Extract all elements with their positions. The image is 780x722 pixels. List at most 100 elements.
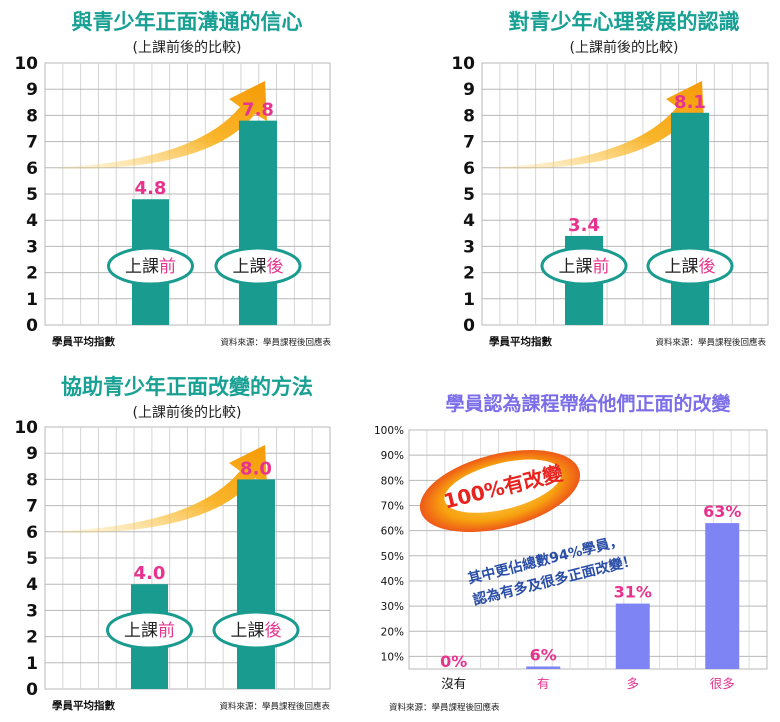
y-tick-label: 2 (463, 264, 475, 284)
y-tick-label: 3 (26, 601, 38, 621)
y-tick-label: 6 (463, 159, 475, 179)
y-tick-label: 10% (381, 651, 404, 663)
y-tick-label: 10 (451, 54, 475, 74)
y-tick-label: 6 (26, 523, 38, 543)
source-note: 資料來源：學員課程後回應表 (219, 701, 330, 712)
category-label: 上課前 (559, 257, 610, 277)
source-note: 資料來源：學員課程後回應表 (220, 337, 331, 348)
category-oval (214, 246, 302, 286)
category-label: 上課後 (231, 621, 282, 641)
y-tick-label: 90% (381, 450, 404, 462)
x-axis-label: 學員平均指數 (489, 335, 552, 348)
y-tick-label: 7 (26, 133, 38, 153)
y-tick-label: 8 (26, 106, 38, 126)
bar (526, 666, 561, 669)
chart-subtitle: (上課前後的比較) (570, 39, 679, 56)
category-label-prefix: 上課 (665, 257, 699, 277)
bar-value-label: 63% (703, 502, 741, 521)
category-label: 上課後 (233, 257, 284, 277)
x-axis-label: 學員平均指數 (52, 335, 115, 348)
rising-arrow-icon (496, 81, 704, 170)
bar (671, 112, 709, 325)
y-tick-label: 100% (374, 425, 404, 437)
x-tick-label: 沒有 (441, 676, 466, 691)
bar-value-label: 4.0 (134, 563, 166, 584)
y-tick-label: 40% (381, 576, 404, 588)
category-label-suffix: 前 (593, 257, 610, 277)
y-tick-label: 5 (26, 185, 38, 205)
category-oval (106, 610, 193, 650)
bar-value-label: 4.8 (135, 178, 167, 199)
category-oval (107, 246, 194, 286)
badge: 100%有改變 (419, 449, 581, 533)
chart-title: 與青少年正面溝通的信心 (72, 10, 303, 34)
y-tick-label: 1 (463, 290, 475, 310)
y-tick-label: 2 (26, 628, 38, 648)
y-tick-label: 4 (26, 575, 38, 595)
y-tick-label: 3 (26, 237, 38, 257)
y-tick-label: 10 (14, 54, 38, 74)
category-label-suffix: 前 (159, 257, 176, 277)
chart-3: 協助青少年正面改變的方法(上課前後的比較)0123456789104.0上課前8… (14, 375, 331, 712)
category-label-prefix: 上課 (233, 257, 267, 277)
y-tick-label: 30% (381, 601, 404, 613)
category-label: 上課前 (124, 621, 175, 641)
bar-value-label: 31% (614, 583, 652, 602)
bar (615, 603, 650, 669)
category-label: 上課後 (665, 257, 716, 277)
category-label-prefix: 上課 (559, 257, 593, 277)
y-tick-label: 2 (26, 264, 38, 284)
category-label-suffix: 後 (699, 257, 716, 277)
chart-subtitle: (上課前後的比較) (133, 404, 242, 421)
category-label-prefix: 上課 (125, 257, 159, 277)
chart-1: 與青少年正面溝通的信心(上課前後的比較)0123456789104.8上課前7.… (14, 10, 331, 348)
chart-4: 學員認為課程帶給他們正面的改變 10% 20% 30% 40% 50% 60% 70% 80% 9… (374, 392, 768, 713)
y-tick-label: 0 (26, 680, 38, 700)
y-tick-label: 8 (463, 106, 475, 126)
chart-title: 學員認為課程帶給他們正面的改變 (445, 392, 731, 415)
y-tick-label: 0 (463, 316, 475, 336)
category-label-suffix: 前 (158, 621, 175, 641)
category-label-suffix: 後 (267, 257, 284, 277)
bar (239, 120, 277, 325)
y-tick-label: 10 (14, 418, 38, 438)
x-axis-label: 學員平均指數 (52, 699, 115, 712)
rising-arrow-icon (59, 445, 267, 534)
badge-inner (444, 459, 562, 513)
category-oval (540, 246, 628, 286)
source-note: 資料來源：學員課程後回應表 (389, 702, 500, 713)
y-tick-label: 1 (26, 290, 38, 310)
chart-title: 對青少年心理發展的認識 (509, 10, 740, 34)
source-note: 資料來源：學員課程後回應表 (655, 337, 766, 348)
rising-arrow-icon (59, 81, 267, 170)
y-tick-label: 80% (381, 475, 404, 487)
y-tick-label: 9 (26, 80, 38, 100)
category-label-prefix: 上課 (231, 621, 265, 641)
y-tick-label: 20% (381, 626, 404, 638)
bar-value-label: 0% (440, 652, 467, 671)
y-tick-label: 4 (26, 211, 38, 231)
category-oval (646, 246, 734, 286)
chart-subtitle: (上課前後的比較) (133, 39, 242, 56)
y-tick-label: 6 (26, 159, 38, 179)
y-tick-label: 7 (26, 497, 38, 517)
y-tick-label: 4 (463, 211, 475, 231)
y-tick-label: 5 (463, 185, 475, 205)
x-tick-label: 多 (626, 676, 639, 691)
bar-value-label: 8.0 (240, 458, 272, 479)
y-tick-label: 8 (26, 470, 38, 490)
bar-value-label: 6% (530, 645, 557, 664)
y-tick-label: 7 (463, 133, 475, 153)
y-tick-label: 9 (463, 80, 475, 100)
category-label-suffix: 後 (265, 621, 282, 641)
y-tick-label: 60% (381, 526, 404, 538)
x-tick-label: 有 (537, 676, 550, 691)
bar (237, 479, 275, 689)
category-oval (212, 610, 300, 650)
bar-value-label: 8.1 (674, 92, 706, 113)
bar-value-label: 3.4 (568, 215, 600, 236)
y-tick-label: 50% (381, 551, 404, 563)
y-tick-label: 9 (26, 444, 38, 464)
